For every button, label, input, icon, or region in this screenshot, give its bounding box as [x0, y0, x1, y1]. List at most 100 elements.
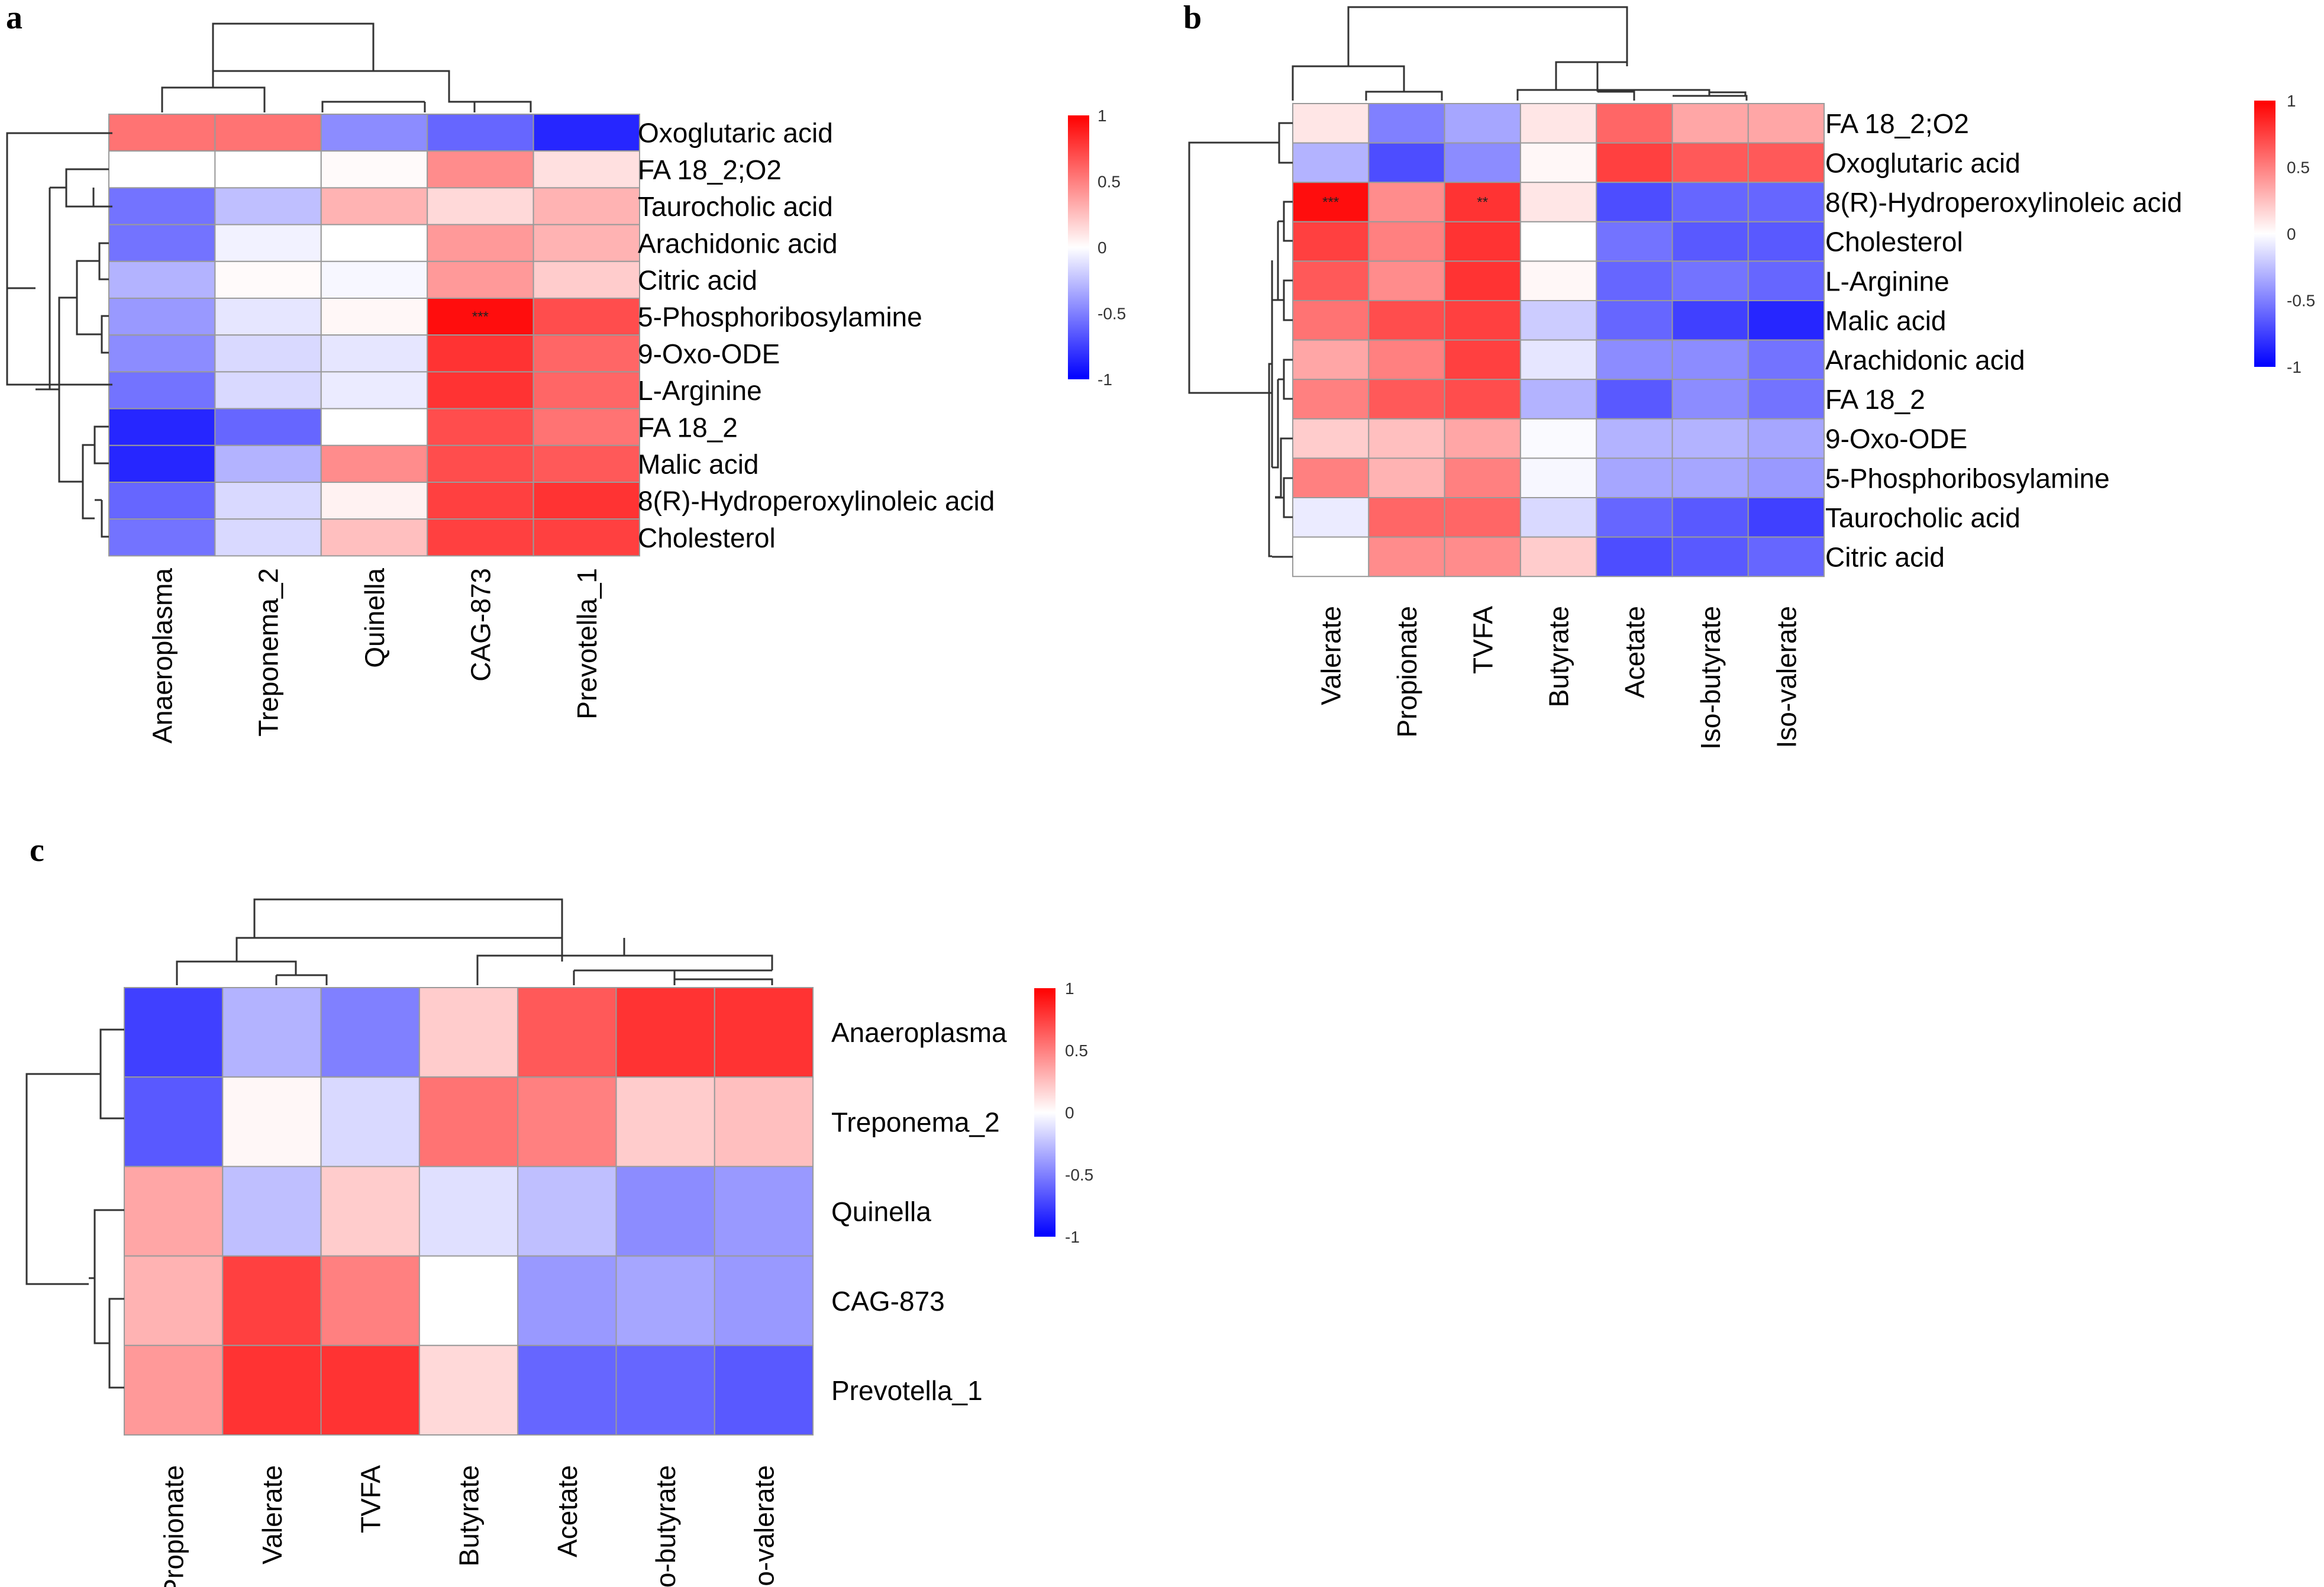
- heatmap-cell-b-cholesterol-iso-butyrate: [1671, 221, 1749, 262]
- legend-tick-a-2: 0: [1098, 238, 1107, 257]
- heatmap-cell-b-cholesterol-butyrate: [1519, 221, 1597, 262]
- heatmap-cell-b-9-oxo-ode-butyrate: [1519, 418, 1597, 459]
- heatmap-cell-a-malic-acid-treponema-2: [214, 444, 322, 483]
- heatmap-cell-a-8-r-hydroperoxylinoleic-acid-quinella: [320, 482, 428, 520]
- heatmap-cell-b-5-phosphoribosylamine-acetate: [1596, 457, 1673, 499]
- heatmap-cell-a-fa-18-2-o2-quinella: [320, 150, 428, 189]
- heatmap-cell-b-taurocholic-acid-butyrate: [1519, 497, 1597, 538]
- heatmap-cell-a-malic-acid-prevotella-1: [532, 444, 640, 483]
- heatmap-cell-b-cholesterol-tvfa: [1444, 221, 1521, 262]
- heatmap-cell-a-l-arginine-treponema-2: [214, 371, 322, 409]
- heatmap-cell-a-5-phosphoribosylamine-treponema-2: [214, 298, 322, 336]
- heatmap-cell-b-l-arginine-iso-butyrate: [1671, 260, 1749, 301]
- heatmap-cell-b-malic-acid-acetate: [1596, 300, 1673, 341]
- heatmap-cell-a-fa-18-2-o2-anaeroplasma: [108, 150, 216, 189]
- heatmap-cell-b-oxoglutaric-acid-acetate: [1596, 142, 1673, 183]
- heatmap-cell-b-9-oxo-ode-iso-valerate: [1747, 418, 1825, 459]
- heatmap-cell-c-cag-873-iso-valerate: [714, 1255, 814, 1346]
- row-label-a-citric-acid: Citric acid: [638, 264, 757, 295]
- heatmap-cell-c-cag-873-tvfa: [320, 1255, 420, 1346]
- row-label-b-citric-acid: Citric acid: [1825, 541, 1945, 572]
- heatmap-cell-c-prevotella-1-iso-valerate: [714, 1344, 814, 1436]
- column-label-c-iso-butyrate: Iso-butyrate: [650, 1465, 681, 1587]
- legend-tick-b-4: -1: [2287, 358, 2302, 376]
- legend-tick-c-1: 0.5: [1065, 1041, 1088, 1060]
- row-label-b-arachidonic-acid: Arachidonic acid: [1825, 344, 2025, 375]
- heatmap-cell-a-fa-18-2-o2-cag-873: [427, 150, 534, 189]
- row-label-b-oxoglutaric-acid: Oxoglutaric acid: [1825, 147, 2020, 178]
- heatmap-cell-b-fa-18-2-butyrate: [1519, 379, 1597, 420]
- heatmap-cell-a-fa-18-2-cag-873: [427, 408, 534, 446]
- heatmap-cell-b-arachidonic-acid-butyrate: [1519, 339, 1597, 380]
- heatmap-cell-b-oxoglutaric-acid-iso-butyrate: [1671, 142, 1749, 183]
- heatmap-cell-b-citric-acid-iso-butyrate: [1671, 536, 1749, 578]
- heatmap-cell-c-cag-873-acetate: [517, 1255, 617, 1346]
- col-dendrogram-c: [176, 898, 773, 985]
- heatmap-cell-b-arachidonic-acid-acetate: [1596, 339, 1673, 380]
- heatmap-cell-a-8-r-hydroperoxylinoleic-acid-cag-873: [427, 482, 534, 520]
- heatmap-cell-b-8-r-hydroperoxylinoleic-acid-acetate: [1596, 182, 1673, 222]
- heatmap-cell-b-9-oxo-ode-propionate: [1368, 418, 1445, 459]
- heatmap-cell-b-l-arginine-butyrate: [1519, 260, 1597, 301]
- heatmap-cell-b-malic-acid-iso-butyrate: [1671, 300, 1749, 341]
- heatmap-cell-b-malic-acid-tvfa: [1444, 300, 1521, 341]
- column-label-a-quinella: Quinella: [359, 568, 390, 668]
- heatmap-cell-b-malic-acid-propionate: [1368, 300, 1445, 341]
- heatmap-cell-a-fa-18-2-prevotella-1: [532, 408, 640, 446]
- legend-tick-c-4: -1: [1065, 1228, 1080, 1246]
- heatmap-cell-b-8-r-hydroperoxylinoleic-acid-tvfa: [1444, 182, 1521, 222]
- heatmap-cell-a-5-phosphoribosylamine-cag-873: [427, 298, 534, 336]
- heatmap-cell-b-fa-18-2-o2-iso-butyrate: [1671, 103, 1749, 144]
- heatmap-cell-c-quinella-tvfa: [320, 1166, 420, 1257]
- heatmap-cell-c-cag-873-propionate: [124, 1255, 224, 1346]
- heatmap-cell-a-oxoglutaric-acid-treponema-2: [214, 114, 322, 152]
- row-label-a-arachidonic-acid: Arachidonic acid: [638, 228, 838, 259]
- heatmap-cell-a-8-r-hydroperoxylinoleic-acid-treponema-2: [214, 482, 322, 520]
- heatmap-cell-a-malic-acid-cag-873: [427, 444, 534, 483]
- heatmap-cell-b-8-r-hydroperoxylinoleic-acid-butyrate: [1519, 182, 1597, 222]
- heatmap-cell-a-citric-acid-cag-873: [427, 260, 534, 299]
- heatmap-cell-a-arachidonic-acid-treponema-2: [214, 224, 322, 262]
- heatmap-cell-a-l-arginine-cag-873: [427, 371, 534, 409]
- heatmap-cell-b-fa-18-2-o2-acetate: [1596, 103, 1673, 144]
- heatmap-cell-b-fa-18-2-iso-butyrate: [1671, 379, 1749, 420]
- heatmap-cell-a-fa-18-2-quinella: [320, 408, 428, 446]
- heatmap-cell-a-citric-acid-anaeroplasma: [108, 260, 216, 299]
- heatmap-cell-b-5-phosphoribosylamine-tvfa: [1444, 457, 1521, 499]
- heatmap-cell-b-fa-18-2-o2-tvfa: [1444, 103, 1521, 144]
- heatmap-cell-c-quinella-valerate: [222, 1166, 322, 1257]
- heatmap-cell-b-fa-18-2-propionate: [1368, 379, 1445, 420]
- column-label-b-valerate: Valerate: [1316, 606, 1347, 705]
- heatmap-cell-b-citric-acid-tvfa: [1444, 536, 1521, 578]
- panel-letter-b: b: [1183, 0, 1202, 36]
- legend-tick-a-4: -1: [1098, 370, 1112, 389]
- row-label-b-fa-18-2: FA 18_2: [1825, 384, 1925, 415]
- row-label-a-taurocholic-acid: Taurocholic acid: [638, 191, 833, 222]
- heatmap-cell-b-8-r-hydroperoxylinoleic-acid-iso-butyrate: [1671, 182, 1749, 222]
- heatmap-cell-b-l-arginine-tvfa: [1444, 260, 1521, 301]
- row-label-c-quinella: Quinella: [831, 1196, 931, 1227]
- legend-colorbar-b: [2254, 101, 2275, 367]
- heatmap-cell-c-prevotella-1-iso-butyrate: [615, 1344, 715, 1436]
- heatmap-cell-a-9-oxo-ode-quinella: [320, 334, 428, 373]
- heatmap-cell-a-arachidonic-acid-quinella: [320, 224, 428, 262]
- heatmap-cell-c-anaeroplasma-tvfa: [320, 987, 420, 1078]
- legend-tick-b-1: 0.5: [2287, 158, 2310, 176]
- heatmap-cell-a-9-oxo-ode-prevotella-1: [532, 334, 640, 373]
- row-dendrogram-a: [6, 132, 112, 538]
- heatmap-cell-a-oxoglutaric-acid-cag-873: [427, 114, 534, 152]
- heatmap-cell-b-arachidonic-acid-valerate: [1292, 339, 1370, 380]
- heatmap-cell-b-9-oxo-ode-iso-butyrate: [1671, 418, 1749, 459]
- heatmap-cell-a-taurocholic-acid-quinella: [320, 187, 428, 225]
- legend-tick-a-0: 1: [1098, 107, 1107, 125]
- column-label-b-butyrate: Butyrate: [1544, 606, 1574, 707]
- legend-tick-b-0: 1: [2287, 92, 2296, 110]
- col-dendrogram-b: [1292, 6, 1748, 101]
- panel-letter-c: c: [30, 832, 44, 869]
- heatmap-cell-c-anaeroplasma-iso-valerate: [714, 987, 814, 1078]
- heatmap-cell-a-taurocholic-acid-cag-873: [427, 187, 534, 225]
- row-label-a-5-phosphoribosylamine: 5-Phosphoribosylamine: [638, 302, 922, 333]
- heatmap-cell-b-5-phosphoribosylamine-iso-butyrate: [1671, 457, 1749, 499]
- row-dendrogram-c: [25, 1028, 124, 1389]
